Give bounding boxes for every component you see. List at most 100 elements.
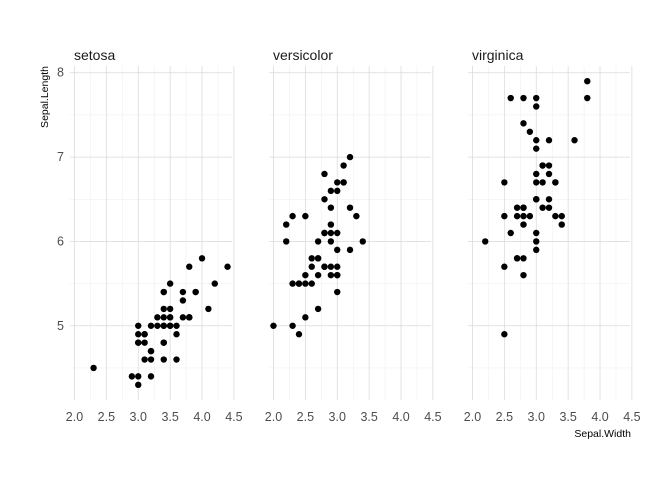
x-tick-label: 2.5 xyxy=(98,410,115,424)
data-point xyxy=(552,212,559,220)
data-point xyxy=(571,137,578,144)
data-point xyxy=(545,196,553,203)
data-point xyxy=(135,331,142,338)
data-point xyxy=(179,297,187,304)
data-point xyxy=(584,94,591,102)
data-point xyxy=(533,94,540,102)
facet-panel-setosa: setosa 2.0 2.5 3.0 3.5 4.0 4.5 5 6 7 8 xyxy=(57,47,243,424)
data-point xyxy=(321,263,328,270)
data-point xyxy=(558,221,565,228)
data-point xyxy=(334,187,341,195)
data-point xyxy=(224,263,231,270)
data-point xyxy=(533,103,540,110)
data-point xyxy=(501,212,508,220)
data-point xyxy=(135,339,142,346)
data-point xyxy=(533,246,540,254)
data-point xyxy=(340,162,347,169)
data-point xyxy=(166,305,174,313)
data-point xyxy=(513,212,521,220)
data-point xyxy=(501,263,508,270)
x-axis-title: Sepal.Width xyxy=(574,428,631,440)
data-point xyxy=(482,238,489,245)
data-point xyxy=(154,314,161,321)
data-point xyxy=(147,373,155,380)
data-point xyxy=(507,94,514,102)
data-point xyxy=(308,255,315,262)
x-tick-label: 3.0 xyxy=(130,410,147,424)
data-point xyxy=(533,179,540,186)
x-tick-label: 4.0 xyxy=(591,410,608,424)
data-point xyxy=(513,255,521,262)
data-point xyxy=(533,238,540,245)
data-point xyxy=(346,246,354,254)
data-point xyxy=(289,280,296,287)
data-point xyxy=(295,331,303,338)
data-point xyxy=(327,221,335,228)
facet-panel-virginica: virginica 2.0 2.5 3.0 3.5 4.0 4.5 xyxy=(464,47,641,424)
data-point xyxy=(283,238,290,245)
data-point xyxy=(533,229,540,237)
data-point xyxy=(211,280,218,287)
x-tick-label: 4.0 xyxy=(392,410,409,424)
data-point xyxy=(321,196,328,203)
data-point xyxy=(545,162,553,169)
data-point xyxy=(166,322,174,329)
x-tick-label: 2.0 xyxy=(66,410,83,424)
data-point xyxy=(520,271,527,279)
data-point xyxy=(198,255,206,262)
data-point xyxy=(314,305,322,313)
data-point xyxy=(173,356,180,363)
data-point xyxy=(520,120,527,127)
data-point xyxy=(533,170,540,178)
data-point xyxy=(513,204,521,211)
data-point xyxy=(160,356,167,363)
data-point xyxy=(334,246,341,254)
data-point xyxy=(270,322,277,329)
data-point xyxy=(179,288,187,296)
data-point xyxy=(526,212,534,220)
data-point xyxy=(135,373,142,380)
data-point xyxy=(160,314,167,321)
x-tick-label: 2.0 xyxy=(265,410,282,424)
data-point xyxy=(520,94,527,102)
x-tick-label: 4.5 xyxy=(225,410,242,424)
x-tick-label: 4.0 xyxy=(193,410,210,424)
data-point xyxy=(545,137,553,144)
data-point xyxy=(289,212,296,220)
data-point xyxy=(520,255,527,262)
data-point xyxy=(539,204,546,211)
x-tick-label: 4.5 xyxy=(623,410,640,424)
x-tick-label: 2.0 xyxy=(464,410,481,424)
x-tick-label: 3.0 xyxy=(329,410,346,424)
data-point xyxy=(545,204,553,211)
data-point xyxy=(327,229,335,237)
data-point xyxy=(147,322,155,329)
data-point xyxy=(135,322,142,329)
data-point xyxy=(173,322,180,329)
data-point xyxy=(302,314,309,321)
y-tick-label: 7 xyxy=(57,150,64,164)
data-point xyxy=(353,212,360,220)
data-point xyxy=(334,263,341,270)
x-tick-label: 2.5 xyxy=(297,410,314,424)
data-point xyxy=(141,356,148,363)
data-point xyxy=(302,271,309,279)
y-tick-label: 8 xyxy=(57,66,64,80)
data-point xyxy=(186,263,193,270)
data-point xyxy=(314,271,322,279)
facet-strip-label: versicolor xyxy=(273,47,333,63)
data-point xyxy=(308,280,315,287)
facet-panels: setosa 2.0 2.5 3.0 3.5 4.0 4.5 5 6 7 8 versicolor 2.… xyxy=(57,47,641,424)
data-point xyxy=(128,373,136,380)
data-point xyxy=(160,305,167,313)
data-point xyxy=(340,179,347,186)
data-point xyxy=(90,364,97,372)
data-point xyxy=(295,280,303,287)
data-point xyxy=(346,153,354,161)
data-point xyxy=(166,280,174,287)
data-point xyxy=(501,179,508,186)
data-point xyxy=(507,229,514,237)
facet-strip-label: virginica xyxy=(472,47,524,63)
data-point xyxy=(160,339,167,346)
